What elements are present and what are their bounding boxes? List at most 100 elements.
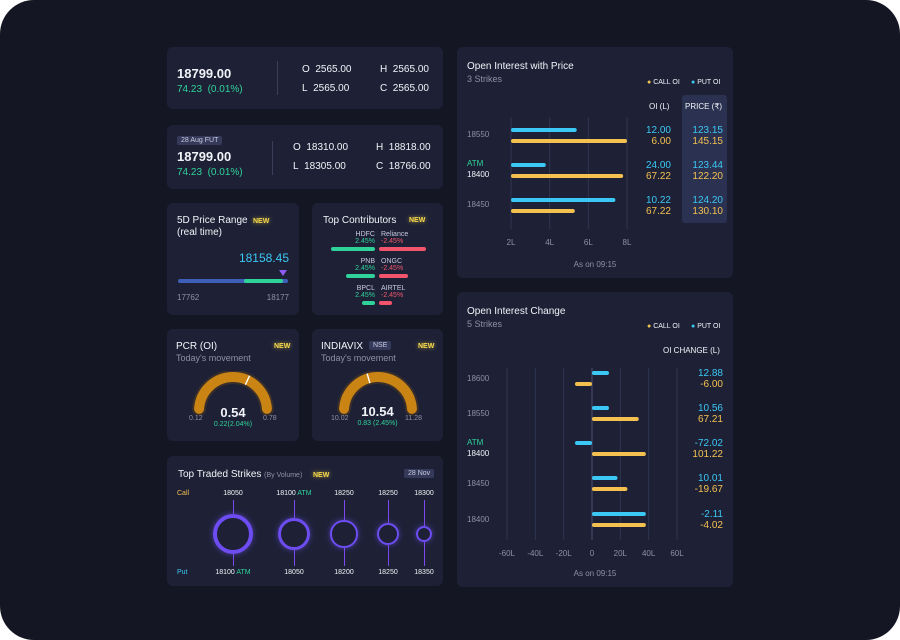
indiavix-value: 10.54 — [361, 404, 394, 419]
bar-put-oi — [592, 371, 609, 375]
contributors-title: Top Contributors — [323, 215, 397, 226]
price-column-highlight — [682, 95, 727, 223]
x-tick-label: -40L — [527, 549, 544, 558]
call-strike: 18100 ATM — [276, 490, 312, 497]
futures-tag: 28 Aug FUT — [177, 136, 223, 145]
gainer-pct: 2.45% — [355, 265, 375, 272]
new-badge: NEW — [418, 343, 435, 350]
quote-card-futures[interactable]: 28 Aug FUT 18799.00 74.23 (0.01%) O 1831… — [167, 125, 443, 189]
oi-change-chart: -60L -40L -20L 0 20L 40L 60L 18600 12.88-6.00 185… — [467, 368, 724, 558]
new-badge: NEW — [409, 217, 426, 224]
indiavix-title: INDIAVIX — [321, 341, 364, 352]
put-strike: 18100 ATM — [215, 569, 251, 576]
put-strike: 18050 — [284, 569, 304, 576]
quote-change: 74.23 (0.01%) — [177, 167, 243, 178]
pcr-max: 0.78 — [263, 415, 277, 422]
contributors-card[interactable]: Top Contributors NEW HDFC 2.45% Reliance -2… — [312, 203, 443, 315]
ohlc-low: L 2565.00 — [302, 83, 350, 94]
strike-volume-ring — [377, 523, 399, 545]
bar-put-oi — [511, 128, 577, 132]
indiavix-card[interactable]: INDIAVIX NSE NEW Today's movement 10.54 … — [312, 329, 443, 441]
gauge-needle — [244, 375, 251, 386]
atm-label: ATM — [467, 159, 484, 168]
x-tick-label: -20L — [556, 549, 573, 558]
strike-stem — [232, 554, 234, 566]
price-range-marker-icon — [278, 270, 287, 276]
x-tick-label: 8L — [623, 238, 632, 247]
legend-put: ● PUT OI — [691, 323, 721, 330]
bar-put-oi — [592, 476, 618, 480]
pcr-value: 0.54 — [220, 405, 246, 420]
divider — [277, 61, 278, 95]
put-label: Put — [177, 569, 188, 576]
put-strike: 18250 — [378, 569, 398, 576]
price-range-current: 18158.45 — [238, 251, 289, 265]
price-range-subtitle: (real time) — [177, 227, 223, 238]
price-range-track — [178, 270, 288, 283]
indiavix-max: 11.28 — [405, 415, 422, 422]
x-tick-label: 20L — [614, 549, 628, 558]
top-traded-card[interactable]: Top Traded Strikes (By Volume) NEW 28 No… — [167, 456, 443, 586]
gainer-pct: 2.45% — [355, 292, 375, 299]
new-badge: NEW — [253, 218, 270, 225]
ohlc-open: O 2565.00 — [302, 64, 352, 75]
loser-bar — [379, 301, 392, 305]
oi-change-value: -72.02 — [695, 438, 724, 449]
put-strike: 18350 — [414, 569, 434, 576]
oi-change-value: -6.00 — [700, 379, 723, 390]
strike-stem — [387, 545, 389, 566]
indiavix-subtitle: Today's movement — [321, 353, 396, 363]
ohlc-low: L 18305.00 — [293, 161, 346, 172]
x-tick-label: 6L — [584, 238, 593, 247]
x-tick-label: 4L — [545, 238, 554, 247]
oi-change-value: -2.11 — [701, 509, 723, 520]
pcr-subtitle: Today's movement — [176, 353, 251, 363]
call-strike: 18250 — [334, 490, 354, 497]
price-range-card[interactable]: 5D Price Range NEW (real time) 18158.45 … — [167, 203, 299, 315]
new-badge: NEW — [313, 472, 330, 479]
indiavix-change: 0.83 (2.45%) — [357, 420, 398, 427]
legend-call: ● CALL OI — [647, 323, 680, 330]
call-label: Call — [177, 490, 190, 497]
ohlc-close: C 18766.00 — [376, 161, 431, 172]
pcr-card[interactable]: PCR (OI) NEW Today's movement 0.54 0.22(… — [167, 329, 299, 441]
strike-stem — [293, 550, 295, 566]
legend-put: ● PUT OI — [691, 79, 721, 86]
oi-change-card[interactable]: Open Interest Change 5 Strikes ● CALL OI… — [457, 292, 733, 587]
price-range-high: 18177 — [266, 293, 289, 302]
oi-price-card[interactable]: Open Interest with Price 3 Strikes ● CAL… — [457, 47, 733, 278]
atm-label: ATM — [467, 438, 484, 447]
call-strike: 18300 — [414, 490, 434, 497]
call-strike: 18050 — [223, 490, 243, 497]
oi-price-chart: 2L 4L 6L 8L 18550 12.00 123.15 6.00 145.15 ATM 184… — [467, 117, 723, 247]
bar-put-oi — [511, 163, 546, 167]
gainer-name: BPCL — [356, 285, 375, 292]
bar-call-oi — [511, 209, 575, 213]
strike-stem — [423, 542, 425, 566]
price-value: 145.15 — [692, 136, 723, 147]
date-chip[interactable]: 28 Nov — [404, 469, 435, 478]
strike-stem — [293, 500, 295, 518]
price-value: 130.10 — [692, 206, 723, 217]
quote-card-spot[interactable]: 18799.00 74.23 (0.01%) O 2565.00 H 2565.… — [167, 47, 443, 109]
gainer-pct: 2.45% — [355, 238, 375, 245]
strike-volume-ring — [330, 520, 358, 548]
price-value: 122.20 — [692, 171, 723, 182]
price-range-fill — [244, 279, 283, 283]
gauge-needle — [366, 373, 371, 384]
strike-volume-ring — [277, 517, 311, 551]
pcr-min: 0.12 — [189, 415, 203, 422]
loser-name: ONGC — [381, 258, 402, 265]
strike-stem — [423, 500, 425, 526]
bar-call-oi — [592, 417, 639, 421]
strike-label: 18450 — [467, 200, 490, 209]
loser-bar — [379, 274, 408, 278]
new-badge: NEW — [274, 343, 291, 350]
strike-label: 18600 — [467, 374, 490, 383]
oi-value: 12.00 — [646, 125, 671, 136]
exchange-chip: NSE — [369, 341, 392, 350]
oi-change-value: -19.67 — [695, 484, 724, 495]
gauge-arc — [194, 372, 272, 414]
oi-price-subtitle: 3 Strikes — [467, 74, 503, 84]
oi-change-value: 67.21 — [698, 414, 723, 425]
